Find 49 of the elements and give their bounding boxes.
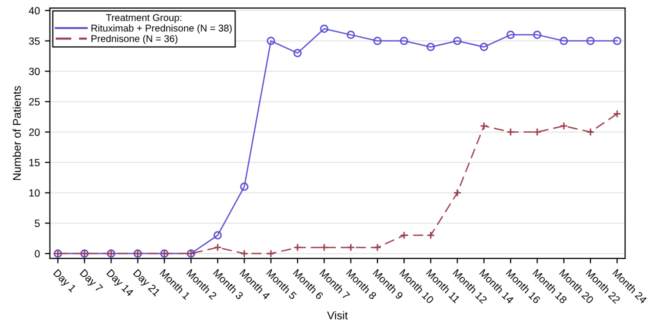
point [373, 36, 382, 46]
point [533, 30, 542, 39]
point [612, 36, 622, 46]
point [400, 36, 408, 46]
x-tick-label: Day 14 [104, 268, 134, 298]
legend-title: Treatment Group: [106, 14, 182, 23]
point [266, 249, 276, 258]
point [586, 128, 595, 136]
point [373, 243, 382, 252]
point [480, 42, 488, 52]
y-tick-label: 5 [34, 220, 40, 228]
y-tick-label: 20 [29, 128, 40, 136]
point [320, 243, 328, 252]
point [426, 42, 435, 52]
point [453, 188, 462, 197]
point [400, 231, 408, 240]
point [480, 122, 488, 130]
point [453, 36, 462, 46]
y-tick-label: 10 [29, 189, 40, 197]
point [213, 243, 222, 252]
point [346, 243, 355, 252]
point [293, 48, 302, 58]
legend-label: Rituximab + Prednisone (N = 38) [92, 24, 232, 34]
y-axis-title: Number of Patients [12, 86, 21, 180]
point [213, 231, 222, 240]
legend-label: Prednisone (N = 36) [92, 34, 178, 44]
x-tick-label: Day 7 [78, 268, 104, 294]
point [560, 122, 568, 130]
y-tick-label: 40 [28, 7, 40, 14]
y-tick-label: 0 [34, 250, 40, 258]
y-tick-label: 25 [29, 98, 40, 106]
point [506, 30, 515, 39]
point [612, 110, 622, 118]
point [240, 249, 248, 258]
point [586, 36, 595, 46]
point [506, 128, 515, 136]
x-axis-title: Visit [327, 311, 348, 320]
y-tick-label: 15 [29, 159, 40, 166]
point [426, 231, 435, 240]
point [320, 24, 328, 33]
point [533, 128, 542, 136]
point [266, 36, 276, 46]
point [346, 30, 355, 39]
y-tick-label: 30 [28, 68, 40, 76]
point [293, 243, 302, 252]
x-tick-label: Day 1 [52, 268, 76, 294]
y-tick-label: 35 [28, 37, 40, 45]
point [240, 182, 248, 191]
point [560, 36, 568, 46]
